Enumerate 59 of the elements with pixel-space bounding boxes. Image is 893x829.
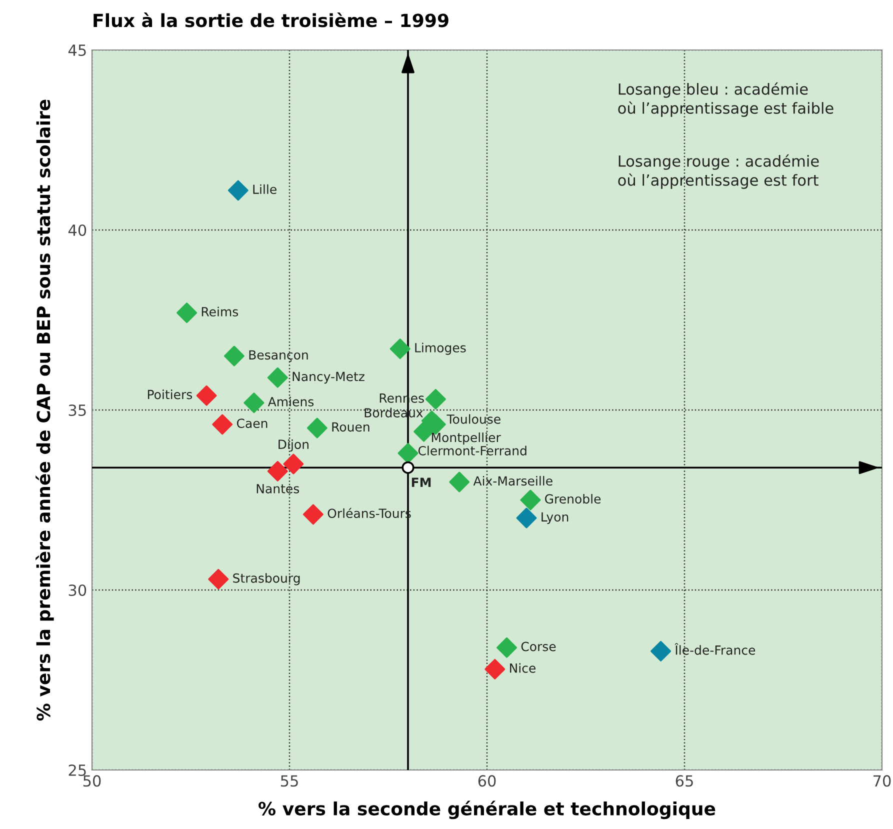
data-label: Nantes [256, 484, 300, 494]
point [484, 658, 506, 680]
x-tick-label: 55 [280, 775, 298, 787]
point [267, 460, 288, 482]
x-tick-label: 50 [83, 775, 101, 787]
point [516, 508, 537, 528]
data-label: Reims [202, 306, 238, 316]
data-label: Clermont-Ferrand [418, 446, 526, 456]
y-tick-label: 40 [68, 224, 86, 236]
annotation: Losange rouge : académie où l’apprentissage est fort [618, 154, 819, 189]
point [228, 180, 248, 201]
point [520, 490, 541, 510]
point [208, 568, 229, 590]
data-label: Strasbourg [233, 573, 300, 586]
data-label: Aix-Marseille [473, 476, 552, 486]
point [224, 346, 244, 366]
data-label: Grenoble [545, 494, 601, 504]
chart-title: Flux à la sortie de troisième – 1999 [94, 12, 448, 28]
point [176, 302, 198, 324]
annotation: Losange bleu : académie où l’apprentissage est faible [618, 82, 834, 117]
data-label: Caen [236, 418, 268, 428]
point [283, 454, 304, 474]
data-label: FM [412, 478, 431, 487]
y-tick-label: 30 [68, 584, 86, 596]
data-label: Montpellier [432, 432, 501, 445]
x-tick-label: 60 [478, 775, 496, 787]
y-tick-label: 35 [68, 404, 86, 416]
data-label: Corse [521, 642, 556, 652]
y-axis-title: % vers la première année de CAP ou BEP sous statut scolaire [36, 100, 54, 721]
point [196, 385, 217, 406]
point [306, 418, 328, 438]
data-label: Toulouse [446, 414, 500, 424]
data-label: Nice [510, 663, 536, 673]
data-label: Poitiers [148, 390, 192, 400]
y-tick-label: 45 [68, 44, 86, 56]
data-label: Dijon [278, 439, 308, 452]
point [449, 472, 470, 492]
point [496, 637, 517, 658]
point [244, 392, 264, 414]
point [302, 504, 324, 525]
x-axis-title: % vers la seconde générale et technologique [258, 800, 716, 820]
point [267, 367, 288, 388]
data-label: Limoges [415, 342, 466, 355]
point [650, 640, 672, 662]
x-tick-label: 65 [676, 775, 693, 787]
x-tick-label: 70 [874, 775, 891, 787]
point [398, 442, 418, 464]
data-label: Amiens [268, 396, 314, 406]
point [390, 338, 410, 360]
data-label: Rouen [332, 422, 370, 432]
data-label: Nancy-Metz [292, 372, 364, 384]
data-label: Besançon [249, 350, 308, 362]
data-label: Île-de-France [674, 643, 756, 655]
point [402, 461, 414, 474]
data-label: Lyon [542, 512, 568, 524]
y-tick-label: 25 [68, 764, 86, 776]
point [212, 414, 233, 435]
data-label: Lille [253, 184, 276, 194]
point [425, 388, 446, 410]
